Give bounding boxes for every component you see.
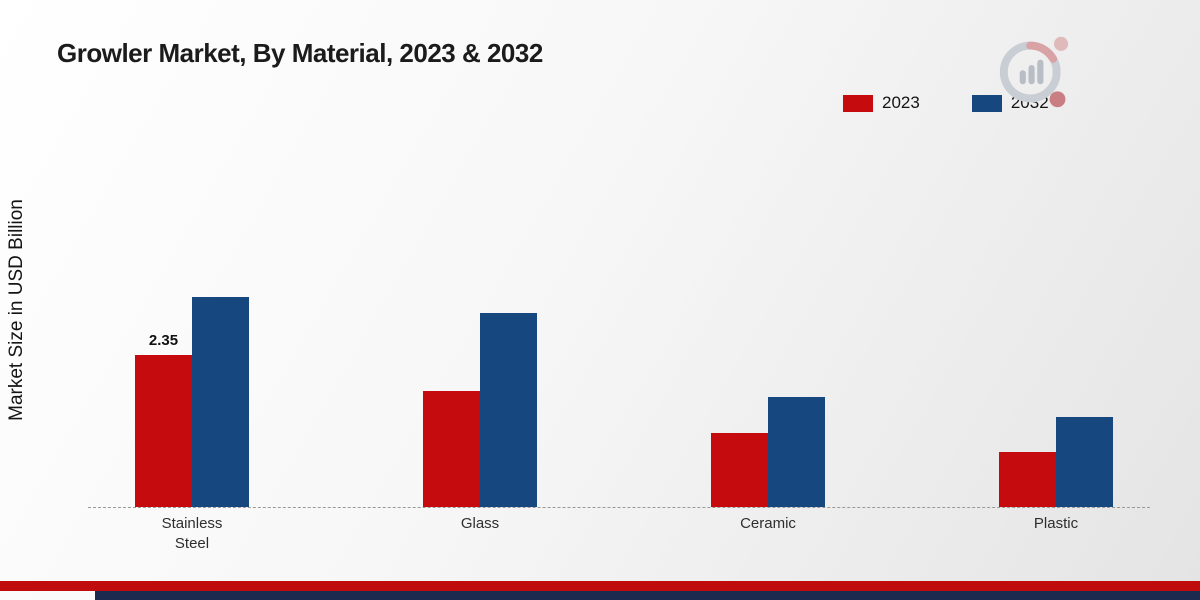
legend-item-2023: 2023: [843, 93, 920, 113]
bar-value-label: 2.35: [148, 332, 179, 349]
category-label-glass: Glass: [460, 515, 500, 532]
legend-swatch-2032: [971, 94, 1002, 112]
plot-area: 2.35: [135, 282, 1113, 507]
bar-2032-stainless-steel: [192, 297, 249, 507]
bar-2023-glass: [423, 391, 480, 507]
footer-red-strip: [0, 581, 1200, 591]
chart-title: Growler Market, By Material, 2023 & 2032: [57, 38, 543, 68]
bar-group-glass: [423, 313, 537, 507]
bar-group-ceramic: [711, 397, 825, 507]
category-label-ceramic: Ceramic: [740, 515, 796, 532]
footer-navy-strip: [95, 591, 1200, 600]
bar-group-stainless-steel: 2.35: [135, 297, 249, 507]
legend-swatch-2023: [843, 94, 873, 112]
category-labels: Stainless Steel Glass Ceramic Plastic: [135, 514, 1113, 553]
legend-label: 2023: [882, 93, 920, 112]
market-research-future-logo: [999, 36, 1069, 108]
category-label-stainless-steel: Stainless Steel: [161, 515, 223, 552]
bar-2032-ceramic: [768, 397, 825, 507]
y-axis-label: Market Size in USD Billion: [6, 199, 27, 421]
bar-2023-plastic: [999, 452, 1056, 507]
bar-2023-stainless-steel: 2.35: [135, 332, 192, 507]
bar-2023-ceramic: [711, 433, 768, 507]
x-axis-baseline: [88, 507, 1150, 508]
y-axis-label-wrap: Market Size in USD Billion: [2, 145, 32, 475]
bar-group-plastic: [999, 417, 1113, 507]
bar-2032-glass: [480, 313, 537, 507]
category-label-plastic: Plastic: [1033, 515, 1079, 532]
bar-2032-plastic: [1056, 417, 1113, 507]
